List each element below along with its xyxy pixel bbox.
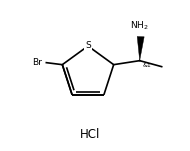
Polygon shape: [137, 37, 144, 61]
Text: NH$_2$: NH$_2$: [130, 19, 149, 32]
Text: S: S: [85, 42, 91, 50]
Text: HCl: HCl: [80, 129, 100, 141]
Text: &1: &1: [143, 63, 151, 68]
Text: Br: Br: [32, 58, 42, 67]
